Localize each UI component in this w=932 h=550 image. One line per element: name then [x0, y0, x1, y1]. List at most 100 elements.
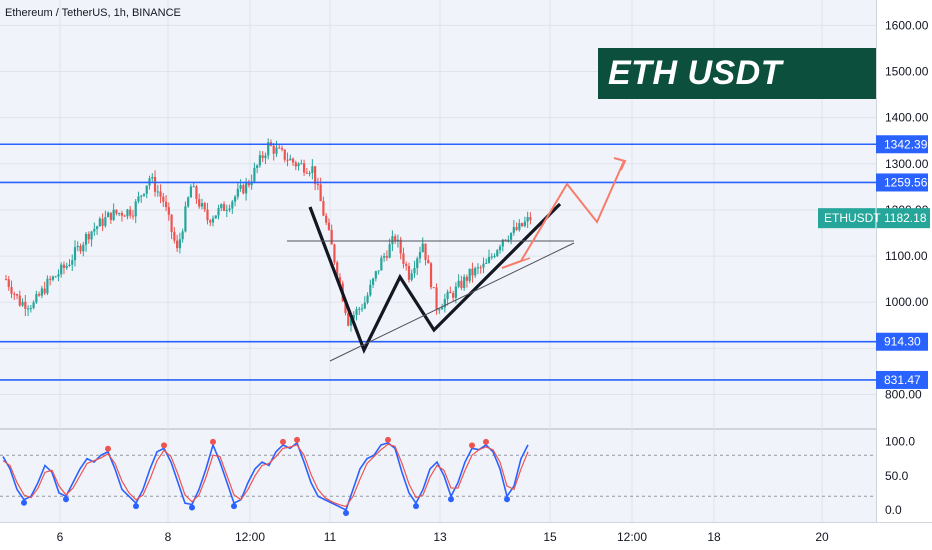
time-tick-label: 8	[165, 530, 172, 544]
candle-up	[410, 273, 413, 280]
candle-down	[471, 268, 474, 276]
level-label-bg	[876, 135, 928, 154]
candle-up	[250, 181, 253, 186]
candle-down	[115, 209, 118, 214]
osc-trough-dot	[448, 496, 454, 503]
candle-up	[482, 263, 485, 268]
candle-down	[120, 212, 124, 216]
candle-up	[485, 262, 488, 264]
candle-down	[87, 233, 90, 240]
time-tick-label: 12:00	[617, 530, 647, 544]
candle-down	[394, 236, 397, 242]
candle-down	[424, 243, 427, 260]
candle-up	[93, 228, 96, 232]
candle-up	[493, 255, 496, 257]
candle-down	[10, 287, 13, 294]
candle-up	[140, 195, 143, 197]
candle-up	[46, 278, 49, 294]
osc-tick-label: 0.0	[885, 503, 902, 517]
candle-down	[206, 209, 209, 221]
projection-start-segment	[501, 257, 531, 269]
eth-usdt-label: ETH USDT	[608, 54, 782, 92]
candle-down	[18, 295, 21, 306]
candle-up	[54, 276, 57, 278]
candle-down	[333, 244, 336, 263]
candle-down	[515, 227, 518, 230]
osc-trough-dot	[413, 503, 419, 510]
price-tick-label: 800.00	[885, 387, 922, 401]
candle-up	[501, 239, 504, 247]
candle-up	[308, 172, 311, 174]
candle-up	[258, 155, 262, 166]
candle-up	[200, 203, 204, 207]
candle-up	[523, 221, 526, 227]
candle-up	[40, 288, 43, 296]
candle-up	[68, 264, 71, 266]
candle-down	[336, 262, 339, 278]
osc-peak-dot	[469, 442, 475, 449]
eth-usdt-label-box: ETH USDT	[598, 48, 876, 99]
candle-up	[443, 299, 446, 308]
candle-up	[90, 231, 93, 240]
candle-down	[131, 215, 135, 217]
price-tick-label: 1100.00	[885, 249, 928, 263]
candle-up	[421, 243, 424, 253]
candle-down	[316, 183, 319, 185]
candle-down	[322, 201, 325, 216]
stoch-k-line[interactable]	[2, 441, 529, 512]
candle-up	[29, 308, 32, 310]
oscillator-pane[interactable]	[0, 430, 876, 522]
symbol-info: Ethereum / TetherUS, 1h, BINANCE	[5, 7, 181, 19]
osc-peak-dot	[483, 438, 489, 445]
projection-path[interactable]	[501, 160, 625, 269]
candle-up	[181, 231, 184, 240]
candle-up	[134, 201, 137, 217]
w-pattern-line[interactable]	[308, 202, 562, 355]
candle-up	[217, 208, 220, 216]
candle-down	[62, 264, 66, 268]
candle-down	[302, 163, 306, 173]
pane-divider[interactable]	[0, 428, 932, 430]
candle-up	[236, 188, 239, 197]
candle-up	[253, 167, 256, 182]
candle-up	[507, 239, 510, 241]
candle-down	[460, 280, 463, 288]
candle-up	[366, 295, 369, 303]
candle-down	[203, 203, 206, 210]
stoch-d-line[interactable]	[2, 443, 529, 508]
osc-tick-label: 100.0	[885, 435, 915, 449]
candle-up	[377, 270, 380, 272]
candle-down	[195, 186, 198, 200]
level-label-bg	[876, 332, 928, 351]
osc-trough-dot	[231, 503, 237, 510]
candle-up	[211, 218, 215, 223]
price-tick-label: 1600.00	[885, 18, 929, 32]
candle-up	[107, 212, 110, 218]
price-axis[interactable]	[876, 0, 932, 522]
candle-down	[123, 215, 126, 217]
candle-up	[98, 218, 101, 227]
candle-down	[167, 207, 170, 215]
price-tick-label: 1300.00	[885, 157, 929, 171]
candle-up	[151, 177, 154, 179]
candle-down	[242, 185, 245, 194]
time-tick-label: 13	[433, 530, 447, 544]
candle-down	[407, 265, 411, 280]
candle-up	[178, 239, 181, 249]
candle-down	[24, 301, 27, 309]
support-trendline[interactable]	[329, 242, 575, 362]
candle-up	[369, 284, 372, 296]
osc-peak-dot	[105, 445, 111, 452]
candle-down	[15, 294, 19, 296]
candle-up	[32, 302, 35, 309]
candle-down	[402, 253, 405, 265]
candle-up	[355, 309, 358, 316]
candle-up	[231, 201, 234, 209]
osc-trough-dot	[133, 503, 139, 510]
candle-up	[233, 196, 237, 202]
osc-trough-dot	[21, 499, 27, 506]
time-axis[interactable]	[0, 522, 932, 550]
current-price-value: 1182.18	[884, 211, 927, 225]
candle-down	[261, 155, 264, 159]
